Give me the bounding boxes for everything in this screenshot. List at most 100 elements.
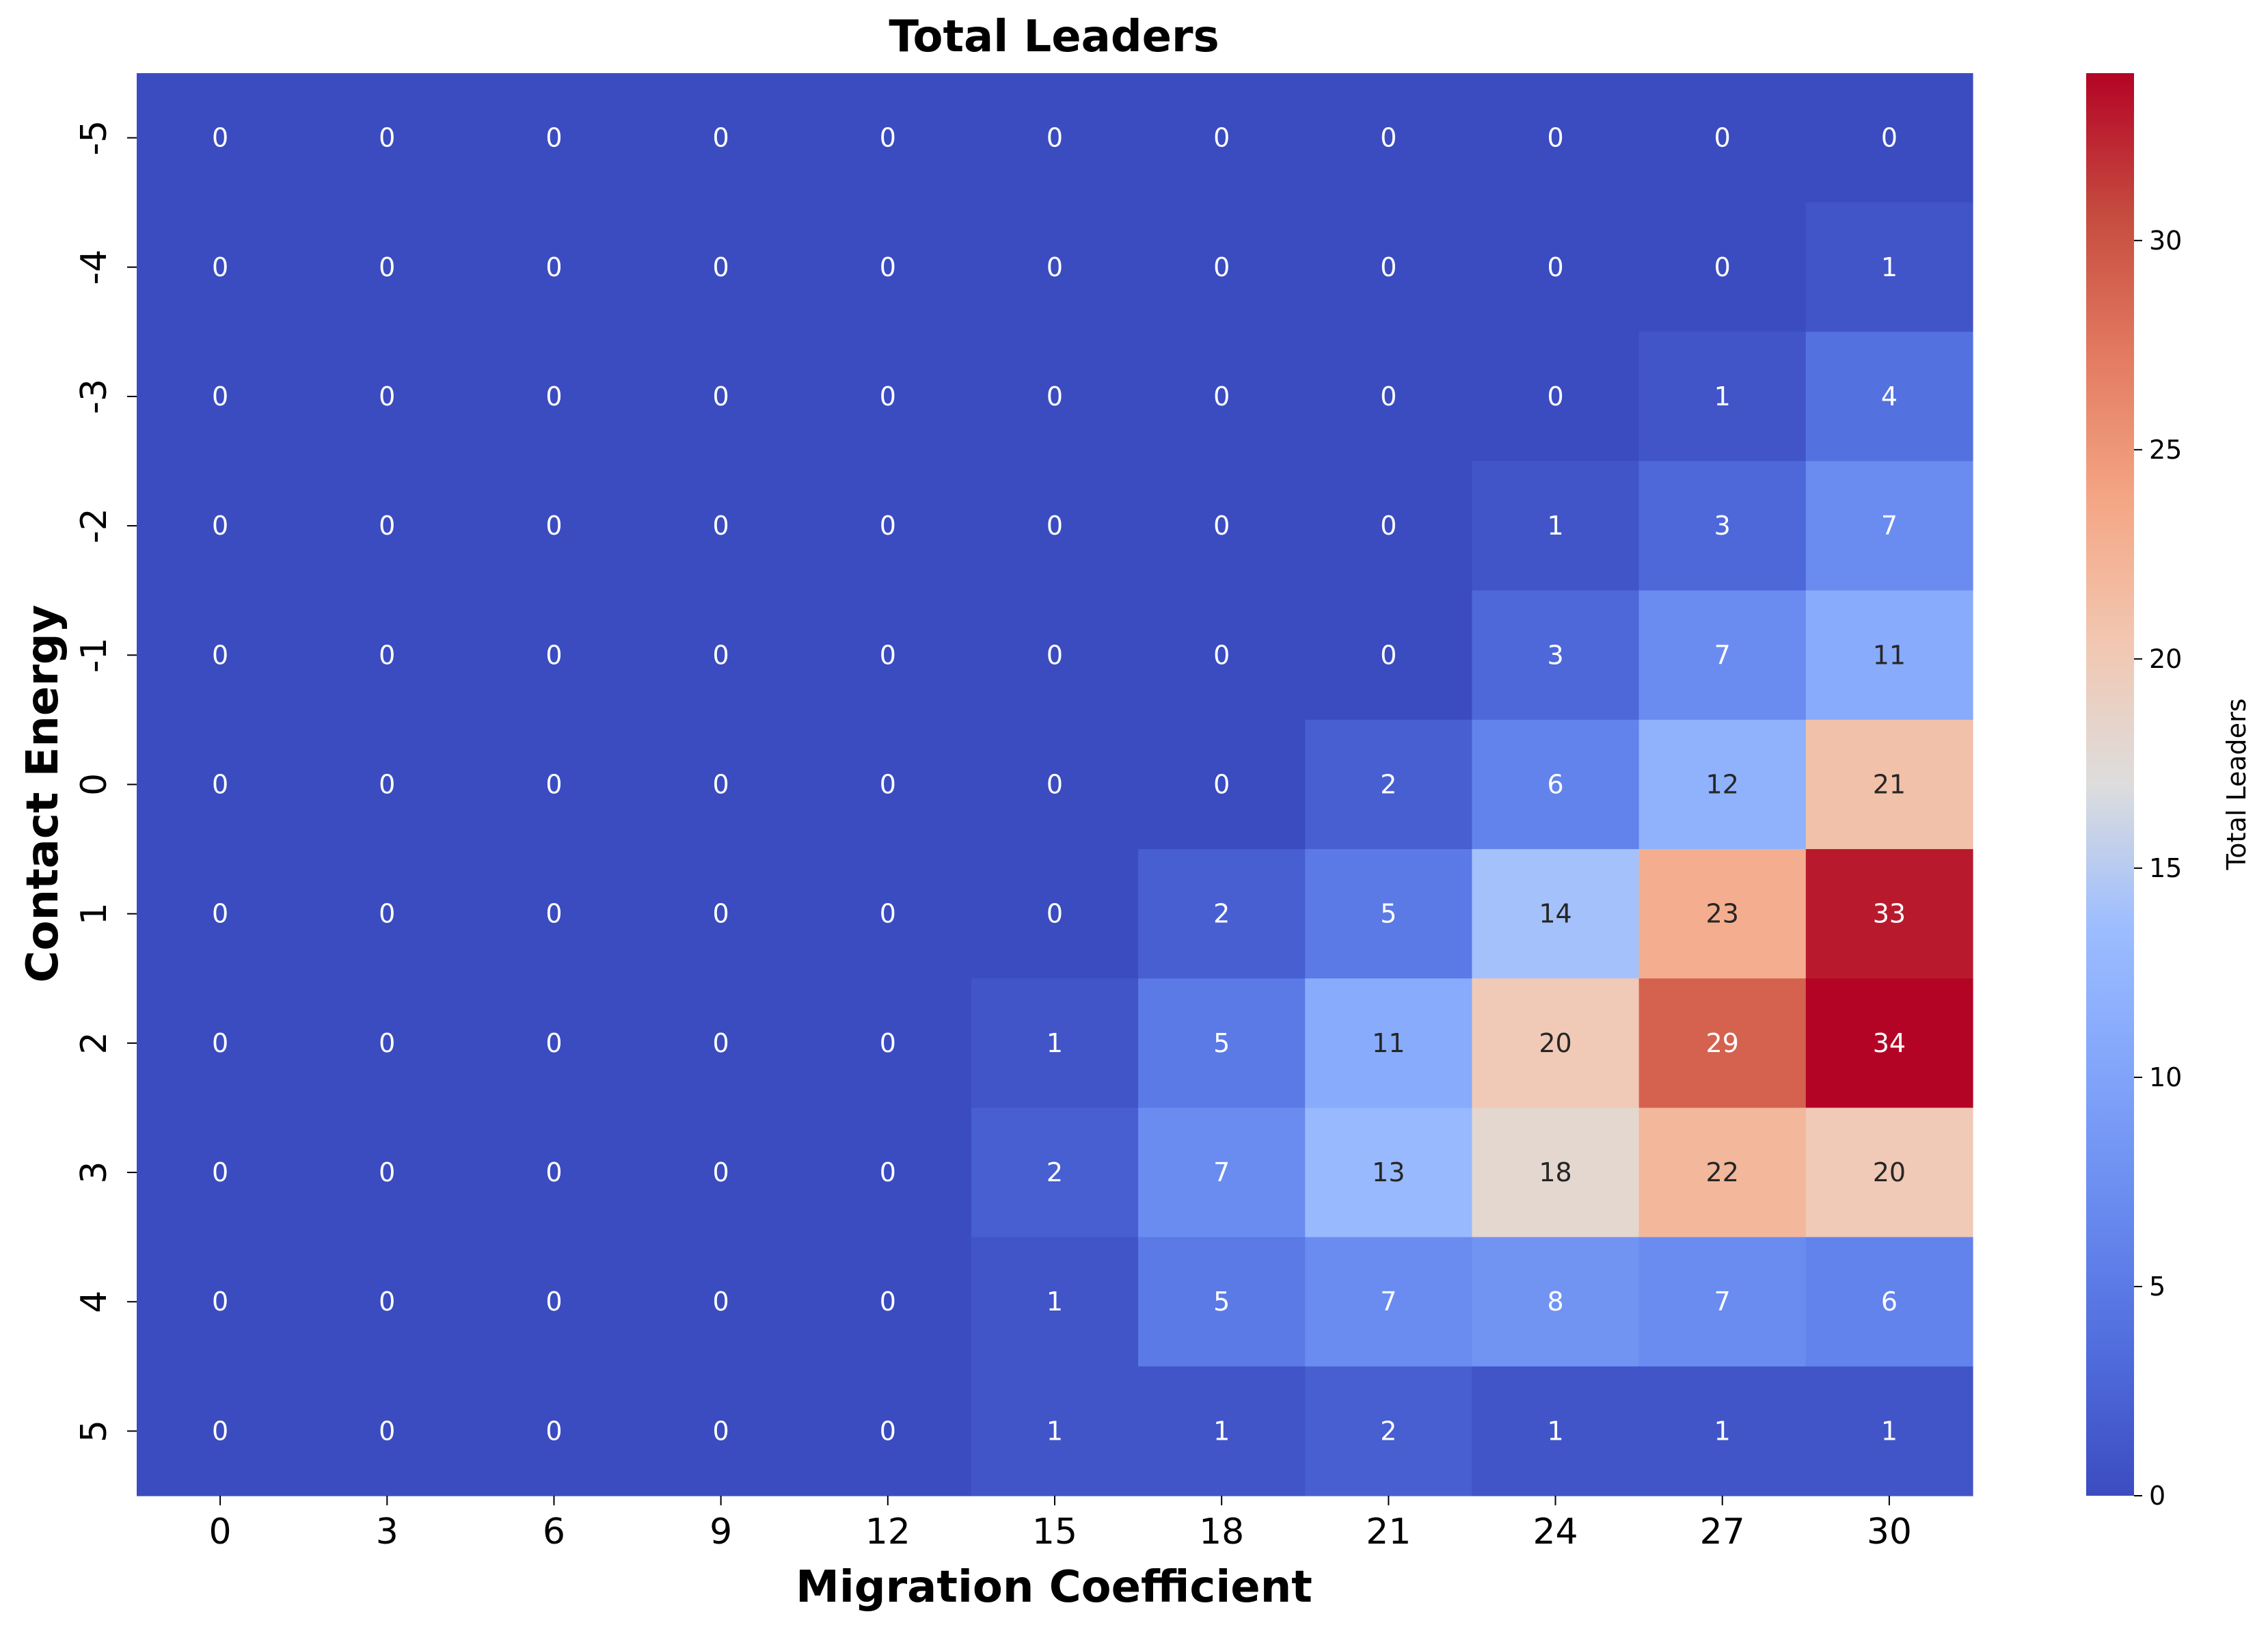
cell-value-label: 8 — [1547, 1287, 1563, 1317]
y-tick-label: -2 — [74, 508, 115, 543]
cell-value-label: 1 — [1714, 1416, 1731, 1446]
cell-value-label: 20 — [1873, 1157, 1906, 1187]
cell-value-label: 0 — [545, 1416, 562, 1446]
heatmap-cell — [1638, 978, 1807, 1109]
cell-value-label: 1 — [1213, 1416, 1230, 1446]
cell-value-label: 0 — [1547, 252, 1563, 282]
cell-value-label: 0 — [1213, 770, 1230, 800]
heatmap-cell — [1305, 1107, 1473, 1238]
cell-value-label: 0 — [379, 1287, 395, 1317]
heatmap-cell — [470, 1366, 638, 1496]
cell-value-label: 4 — [1881, 381, 1898, 412]
cell-value-label: 0 — [713, 1157, 729, 1187]
x-tick-label: 12 — [865, 1511, 910, 1552]
heatmap-cell — [804, 1237, 972, 1367]
cell-value-label: 5 — [1213, 1287, 1230, 1317]
heatmap-cell — [804, 1107, 972, 1238]
cell-value-label: 0 — [880, 381, 896, 412]
cell-value-label: 0 — [1714, 123, 1731, 153]
heatmap-cell — [1472, 1366, 1640, 1496]
cell-value-label: 0 — [1047, 252, 1063, 282]
cell-value-label: 1 — [1547, 511, 1563, 541]
heatmap-cell — [470, 461, 638, 591]
cell-value-label: 0 — [1213, 511, 1230, 541]
cell-value-label: 0 — [1047, 899, 1063, 929]
cell-value-label: 6 — [1547, 770, 1563, 800]
colorbar — [2086, 73, 2134, 1496]
heatmap-cell — [137, 978, 304, 1109]
heatmap-cell — [1305, 1237, 1473, 1367]
heatmap-cell — [971, 719, 1139, 850]
cell-value-label: 0 — [713, 381, 729, 412]
cell-value-label: 0 — [545, 123, 562, 153]
heatmap-cell — [971, 590, 1139, 721]
heatmap-cell — [804, 849, 972, 979]
cell-value-label: 22 — [1706, 1157, 1739, 1187]
heatmap-cell — [971, 461, 1139, 591]
heatmap-cell — [303, 719, 471, 850]
x-tick-label: 0 — [209, 1511, 232, 1552]
cell-value-label: 0 — [880, 511, 896, 541]
cell-value-label: 0 — [545, 770, 562, 800]
cell-value-label: 0 — [545, 252, 562, 282]
cell-value-label: 0 — [379, 899, 395, 929]
cell-value-label: 3 — [1714, 511, 1731, 541]
heatmap-cell — [637, 978, 805, 1109]
heatmap-cell — [1472, 1107, 1640, 1238]
heatmap-cell — [1638, 73, 1807, 203]
heatmap-cell — [1138, 1237, 1306, 1367]
heatmap-cell — [637, 590, 805, 721]
x-tick-label: 30 — [1867, 1511, 1912, 1552]
cell-value-label: 21 — [1873, 770, 1906, 800]
heatmap-cell — [1138, 1366, 1306, 1496]
heatmap-cell — [804, 73, 972, 203]
cell-value-label: 11 — [1372, 1028, 1405, 1058]
cell-value-label: 0 — [212, 770, 228, 800]
y-tick-label: 4 — [74, 1291, 115, 1313]
cell-value-label: 1 — [1047, 1287, 1063, 1317]
heatmap-cell — [971, 1107, 1139, 1238]
heatmap-cell — [1805, 978, 1973, 1109]
cell-value-label: 0 — [212, 1157, 228, 1187]
cell-value-label: 13 — [1372, 1157, 1405, 1187]
cell-value-label: 0 — [379, 770, 395, 800]
cell-value-label: 29 — [1706, 1028, 1739, 1058]
heatmap-cell — [804, 202, 972, 332]
cell-value-label: 0 — [713, 1287, 729, 1317]
cell-value-label: 0 — [212, 381, 228, 412]
cell-value-label: 0 — [1380, 381, 1396, 412]
heatmap-cell — [1138, 978, 1306, 1109]
cell-value-label: 0 — [1047, 770, 1063, 800]
cell-value-label: 7 — [1213, 1157, 1230, 1187]
heatmap-cell — [1305, 849, 1473, 979]
cell-value-label: 18 — [1539, 1157, 1571, 1187]
heatmap-cell — [303, 1107, 471, 1238]
cell-value-label: 0 — [1380, 123, 1396, 153]
heatmap-cell — [303, 73, 471, 203]
x-tick-label: 9 — [710, 1511, 732, 1552]
x-tick-label: 3 — [376, 1511, 399, 1552]
heatmap-cell — [137, 461, 304, 591]
cell-value-label: 0 — [545, 899, 562, 929]
heatmap-cell — [1305, 73, 1473, 203]
heatmap-cell — [470, 978, 638, 1109]
heatmap-cell — [1805, 461, 1973, 591]
heatmap-cell — [1472, 719, 1640, 850]
heatmap-cell — [1138, 202, 1306, 332]
y-axis-ticks: -5 -4 -3 -2 -1 0 1 2 3 4 5 — [74, 120, 137, 1442]
heatmap-cell — [137, 73, 304, 203]
heatmap-cell — [1805, 719, 1973, 850]
colorbar-tick-label: 20 — [2149, 644, 2182, 674]
heatmap-cell — [470, 73, 638, 203]
cell-value-label: 6 — [1881, 1287, 1898, 1317]
cell-value-label: 0 — [212, 1028, 228, 1058]
cell-value-label: 0 — [713, 770, 729, 800]
heatmap-cell — [971, 849, 1139, 979]
y-tick-label: 1 — [74, 902, 115, 925]
cell-value-label: 7 — [1881, 511, 1898, 541]
heatmap-cell — [1472, 202, 1640, 332]
cell-value-label: 0 — [1213, 640, 1230, 670]
cell-value-label: 0 — [212, 252, 228, 282]
cell-value-label: 20 — [1539, 1028, 1571, 1058]
heatmap-cell — [1305, 978, 1473, 1109]
